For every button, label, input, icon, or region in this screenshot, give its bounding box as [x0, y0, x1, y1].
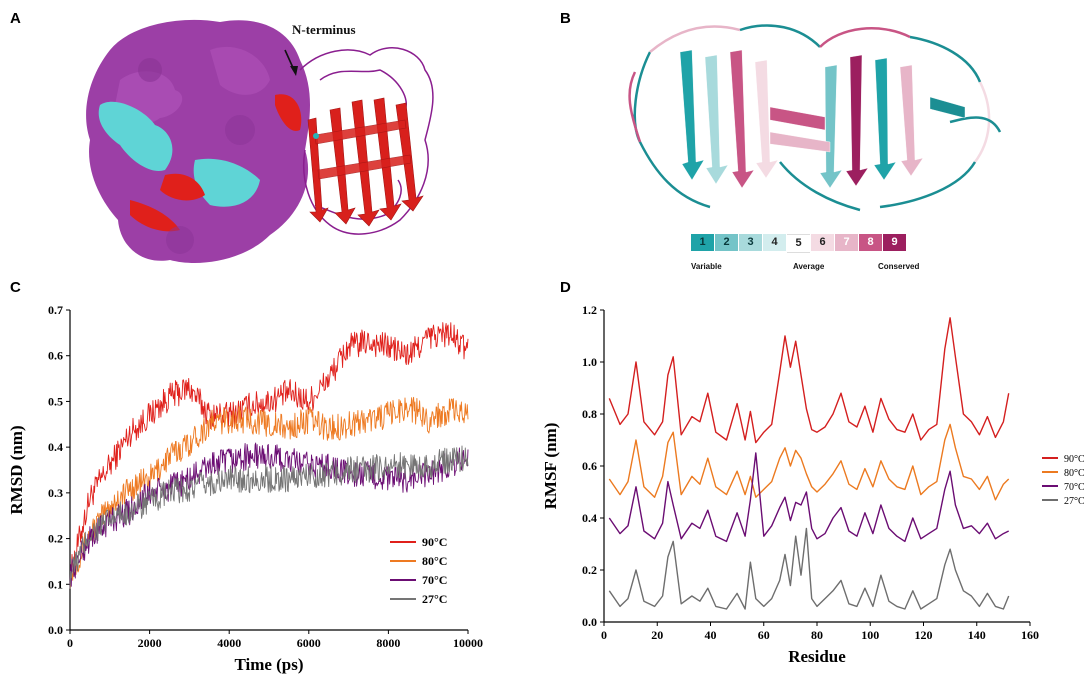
scale-cell-6: 6: [811, 234, 834, 251]
x-tick-label: 140: [968, 628, 986, 642]
y-tick-label: 0.7: [48, 303, 63, 317]
series-line-90c: [608, 317, 1010, 444]
scale-cell-5: 5: [787, 234, 810, 253]
y-axis-label: RMSF (nm): [541, 423, 560, 510]
y-tick-label: 1.2: [582, 303, 597, 317]
x-tick-label: 6000: [297, 636, 321, 650]
x-axis-label: Time (ps): [234, 655, 303, 674]
scale-cell-8: 8: [859, 234, 882, 251]
beta-sheet-arrows: [307, 97, 424, 227]
scale-cell-9: 9: [883, 234, 906, 251]
x-tick-label: 0: [601, 628, 607, 642]
legend-label: 90°C: [422, 535, 447, 549]
y-axis-label: RMSD (nm): [7, 425, 26, 514]
protein-structure-image: N-terminus: [86, 19, 434, 263]
rmsd-chart: 0 2000 4000 6000 8000 10000 0.0 0.1 0.2 0.3 0.4 0.5…: [7, 303, 483, 674]
scale-cell-2: 2: [715, 234, 738, 251]
y-tick-label: 0.3: [48, 486, 63, 500]
panel-label-c: C: [10, 279, 21, 296]
x-tick-label: 80: [811, 628, 823, 642]
legend-label: 27°C: [1064, 496, 1084, 507]
cyan-loop-marker: [313, 133, 319, 139]
x-axis-label: Residue: [788, 647, 846, 666]
legend-label: 70°C: [1064, 482, 1084, 493]
y-tick-label: 0.2: [48, 532, 63, 546]
y-tick-label: 0.0: [582, 615, 597, 629]
x-tick-label: 100: [861, 628, 879, 642]
n-terminus-annotation: N-terminus: [292, 22, 356, 37]
series-line-27c: [69, 445, 469, 589]
series-line-70c: [608, 452, 1010, 543]
legend-label: 70°C: [422, 573, 447, 587]
x-tick-label: 8000: [376, 636, 400, 650]
y-tick-label: 0.8: [582, 407, 597, 421]
scale-cell-1: 1: [691, 234, 714, 251]
series-line-27c: [608, 527, 1010, 610]
protein-surface: [86, 19, 310, 263]
conservation-loops: [628, 24, 1002, 212]
scale-cell-4: 4: [763, 234, 786, 251]
legend-label: 27°C: [422, 592, 447, 606]
series-line-80c: [69, 396, 469, 589]
y-tick-label: 0.4: [582, 511, 597, 525]
conservation-structure-image: [628, 24, 1002, 212]
y-tick-label: 0.6: [582, 459, 597, 473]
x-tick-label: 0: [67, 636, 73, 650]
legend-label: 80°C: [422, 554, 447, 568]
y-tick-label: 0.2: [582, 563, 597, 577]
x-tick-label: 4000: [217, 636, 241, 650]
series-line-90c: [69, 322, 469, 589]
y-tick-label: 0.6: [48, 349, 63, 363]
panel-label-b: B: [560, 10, 571, 27]
x-tick-label: 2000: [138, 636, 162, 650]
x-tick-label: 20: [651, 628, 663, 642]
legend-label: 90°C: [1064, 454, 1084, 465]
x-tick-label: 120: [915, 628, 933, 642]
conservation-strands: [679, 49, 966, 189]
y-tick-label: 0.0: [48, 623, 63, 637]
panel-label-d: D: [560, 279, 571, 296]
panel-label-a: A: [10, 10, 21, 27]
x-tick-label: 40: [705, 628, 717, 642]
scale-label-conserved: Conserved: [878, 262, 920, 271]
scale-cell-7: 7: [835, 234, 858, 251]
y-tick-label: 1.0: [582, 355, 597, 369]
series-line-80c: [608, 423, 1010, 501]
y-tick-label: 0.4: [48, 440, 63, 454]
rmsf-chart: 0 20 40 60 80 100 120 140 160 0.0 0.2 0.4 0.6 0.8 1.0 1…: [541, 303, 1084, 666]
scale-label-variable: Variable: [691, 262, 722, 271]
legend-label: 80°C: [1064, 468, 1084, 479]
n-terminus-arrowhead: [290, 66, 298, 76]
x-tick-label: 160: [1021, 628, 1039, 642]
scale-label-average: Average: [793, 262, 825, 271]
x-tick-label: 10000: [453, 636, 483, 650]
y-tick-label: 0.1: [48, 577, 63, 591]
x-tick-label: 60: [758, 628, 770, 642]
scale-cell-3: 3: [739, 234, 762, 251]
y-tick-label: 0.5: [48, 394, 63, 408]
